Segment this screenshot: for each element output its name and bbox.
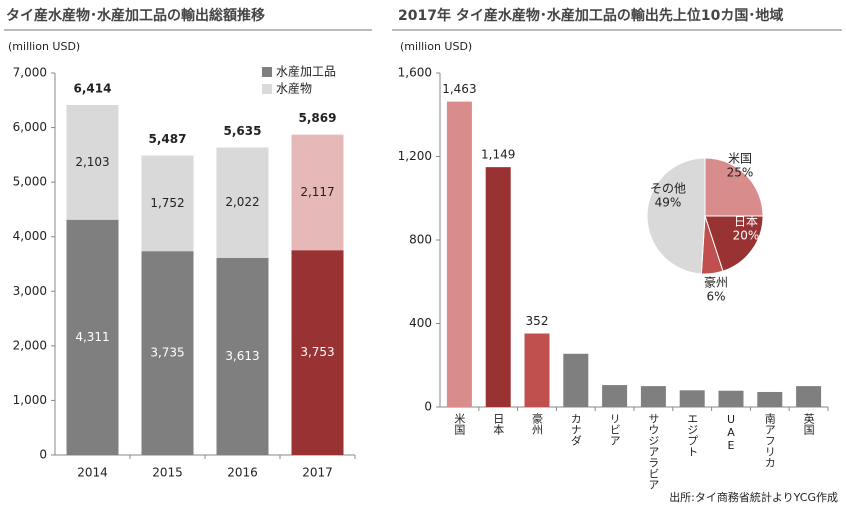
bar-segment — [141, 155, 194, 252]
bar — [446, 101, 472, 407]
bar-segment — [291, 134, 344, 251]
x-tick-label: 南アフリカ — [763, 413, 776, 468]
bar — [679, 390, 705, 407]
x-tick-label: カナダ — [569, 413, 582, 446]
y-tick-label: 0 — [424, 400, 432, 414]
data-label: 1,463 — [442, 82, 476, 96]
data-label: 352 — [526, 314, 549, 328]
y-tick-label: 4,000 — [13, 229, 47, 243]
chart-title: 2017年 タイ産水産物･水産加工品の輸出先上位10カ国･地域 — [398, 7, 783, 24]
bar — [524, 333, 550, 407]
source-note: 出所:タイ商務省統計よりYCG作成 — [669, 490, 838, 504]
bar — [602, 385, 628, 407]
bar-segment — [66, 104, 119, 220]
x-tick-label: エジプト — [686, 413, 699, 457]
pie-slice — [704, 215, 764, 272]
legend-label: 水産物 — [276, 81, 312, 96]
pie-value-label: 49% — [655, 196, 682, 210]
legend-swatch — [262, 67, 272, 77]
y-tick-label: 6,000 — [13, 120, 47, 134]
pie-label: 日本 — [734, 215, 758, 229]
data-label: 3,753 — [300, 345, 334, 359]
pie-slice — [704, 157, 764, 217]
bar — [485, 167, 511, 407]
y-tick-label: 2,000 — [13, 338, 47, 352]
bar-segment — [216, 257, 269, 455]
legend-swatch — [262, 84, 272, 94]
x-tick-label: サウジアラビア — [647, 413, 660, 490]
data-label: 2,117 — [300, 185, 334, 199]
total-label: 5,487 — [149, 132, 187, 146]
total-label: 5,635 — [224, 124, 262, 138]
pie-value-label: 25% — [727, 166, 754, 180]
y-tick-label: 5,000 — [13, 175, 47, 189]
bar — [757, 391, 783, 407]
bar — [563, 353, 589, 407]
pie-slice — [646, 157, 706, 275]
pie-value-label: 6% — [706, 290, 725, 304]
x-tick-label: UAE — [725, 413, 738, 452]
y-tick-label: 7,000 — [13, 66, 47, 80]
data-label: 2,103 — [75, 155, 109, 169]
x-tick-label: 2017 — [302, 466, 333, 480]
data-label: 1,752 — [150, 196, 184, 210]
chart-title: タイ産水産物･水産加工品の輸出総額推移 — [6, 7, 265, 24]
bar — [796, 386, 822, 407]
total-label: 5,869 — [299, 111, 337, 125]
data-label: 2,022 — [225, 195, 259, 209]
pie-value-label: 20% — [733, 229, 760, 243]
x-tick-label: 豪州 — [531, 412, 544, 435]
x-tick-label: 2014 — [77, 466, 108, 480]
x-tick-label: 2016 — [227, 466, 258, 480]
data-label: 3,735 — [150, 346, 184, 360]
bar-segment — [216, 147, 269, 258]
total-label: 6,414 — [74, 81, 112, 95]
y-tick-label: 800 — [409, 233, 432, 247]
bar-segment — [141, 251, 194, 455]
bar-segment — [66, 219, 119, 455]
y-tick-label: 400 — [409, 316, 432, 330]
pie-label: 米国 — [728, 152, 752, 166]
bar — [718, 390, 744, 407]
pie-label: 豪州 — [704, 275, 728, 290]
x-tick-label: 米国 — [453, 413, 466, 436]
data-label: 4,311 — [75, 330, 109, 344]
y-tick-label: 3,000 — [13, 284, 47, 298]
y-axis-label: (million USD) — [8, 40, 80, 53]
y-tick-label: 0 — [39, 448, 47, 462]
legend-label: 水産加工品 — [276, 64, 336, 79]
x-tick-label: 日本 — [492, 413, 505, 436]
data-label: 3,613 — [225, 349, 259, 363]
y-tick-label: 1,200 — [398, 149, 432, 163]
x-tick-label: 英国 — [802, 412, 815, 436]
x-tick-label: リビア — [608, 413, 621, 446]
pie-label: その他 — [650, 182, 686, 196]
data-label: 1,149 — [481, 148, 515, 162]
bar-segment — [291, 250, 344, 455]
y-tick-label: 1,000 — [13, 393, 47, 407]
y-axis-label: (million USD) — [400, 40, 472, 53]
x-tick-label: 2015 — [152, 466, 183, 480]
y-tick-label: 1,600 — [398, 66, 432, 80]
bar — [640, 386, 666, 407]
